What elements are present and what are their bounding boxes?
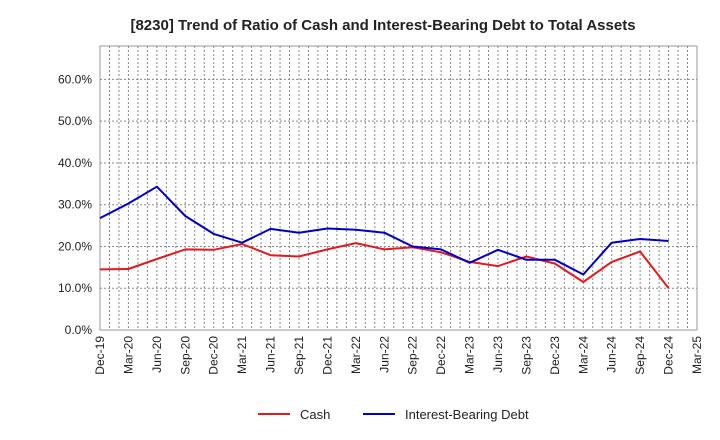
x-tick-label: Mar-21 [235,336,249,374]
y-tick-label: 50.0% [58,114,92,128]
plot-area-frame [99,45,698,331]
y-axis: 0.0% 10.0% 20.0% 30.0% 40.0% 50.0% 60.0% [58,72,92,337]
x-tick-label: Sep-22 [406,336,420,375]
x-tick-label: Mar-23 [463,336,477,374]
x-tick-label: Sep-23 [519,336,533,375]
legend-label: Cash [300,407,330,422]
x-tick-label: Jun-22 [377,336,391,373]
y-tick-label: 10.0% [58,281,92,295]
x-tick-label: Dec-24 [662,336,676,375]
grid [99,45,698,331]
x-tick-label: Mar-25 [690,336,704,374]
chart-title: [8230] Trend of Ratio of Cash and Intere… [130,17,635,34]
x-tick-label: Jun-24 [605,336,619,373]
x-tick-label: Jun-21 [264,336,278,373]
series-line-interest-bearing-debt [99,185,669,276]
series-line-cash [99,242,670,289]
x-tick-label: Dec-21 [320,336,334,375]
x-tick-label: Mar-20 [121,336,135,374]
x-tick-label: Dec-20 [207,336,221,375]
y-tick-label: 60.0% [58,72,92,86]
legend-label: Interest-Bearing Debt [405,407,529,422]
y-tick-label: 0.0% [65,323,93,337]
series-group [99,185,670,289]
x-tick-label: Dec-22 [434,336,448,375]
x-tick-label: Mar-24 [576,336,590,374]
y-tick-label: 30.0% [58,198,92,212]
x-axis: Dec-19 Mar-20 Jun-20 Sep-20 Dec-20 Mar-21 Jun-… [93,336,704,375]
x-tick-label: Sep-20 [178,336,192,375]
x-tick-label: Jun-20 [150,336,164,373]
x-tick-label: Jun-23 [491,336,505,373]
x-tick-label: Sep-21 [292,336,306,375]
y-tick-label: 40.0% [58,156,92,170]
x-tick-label: Sep-24 [633,336,647,375]
y-tick-label: 20.0% [58,239,92,253]
legend: Cash Interest-Bearing Debt [258,407,529,422]
x-tick-label: Dec-19 [93,336,107,375]
x-tick-label: Dec-23 [548,336,562,375]
x-tick-label: Mar-22 [349,336,363,374]
